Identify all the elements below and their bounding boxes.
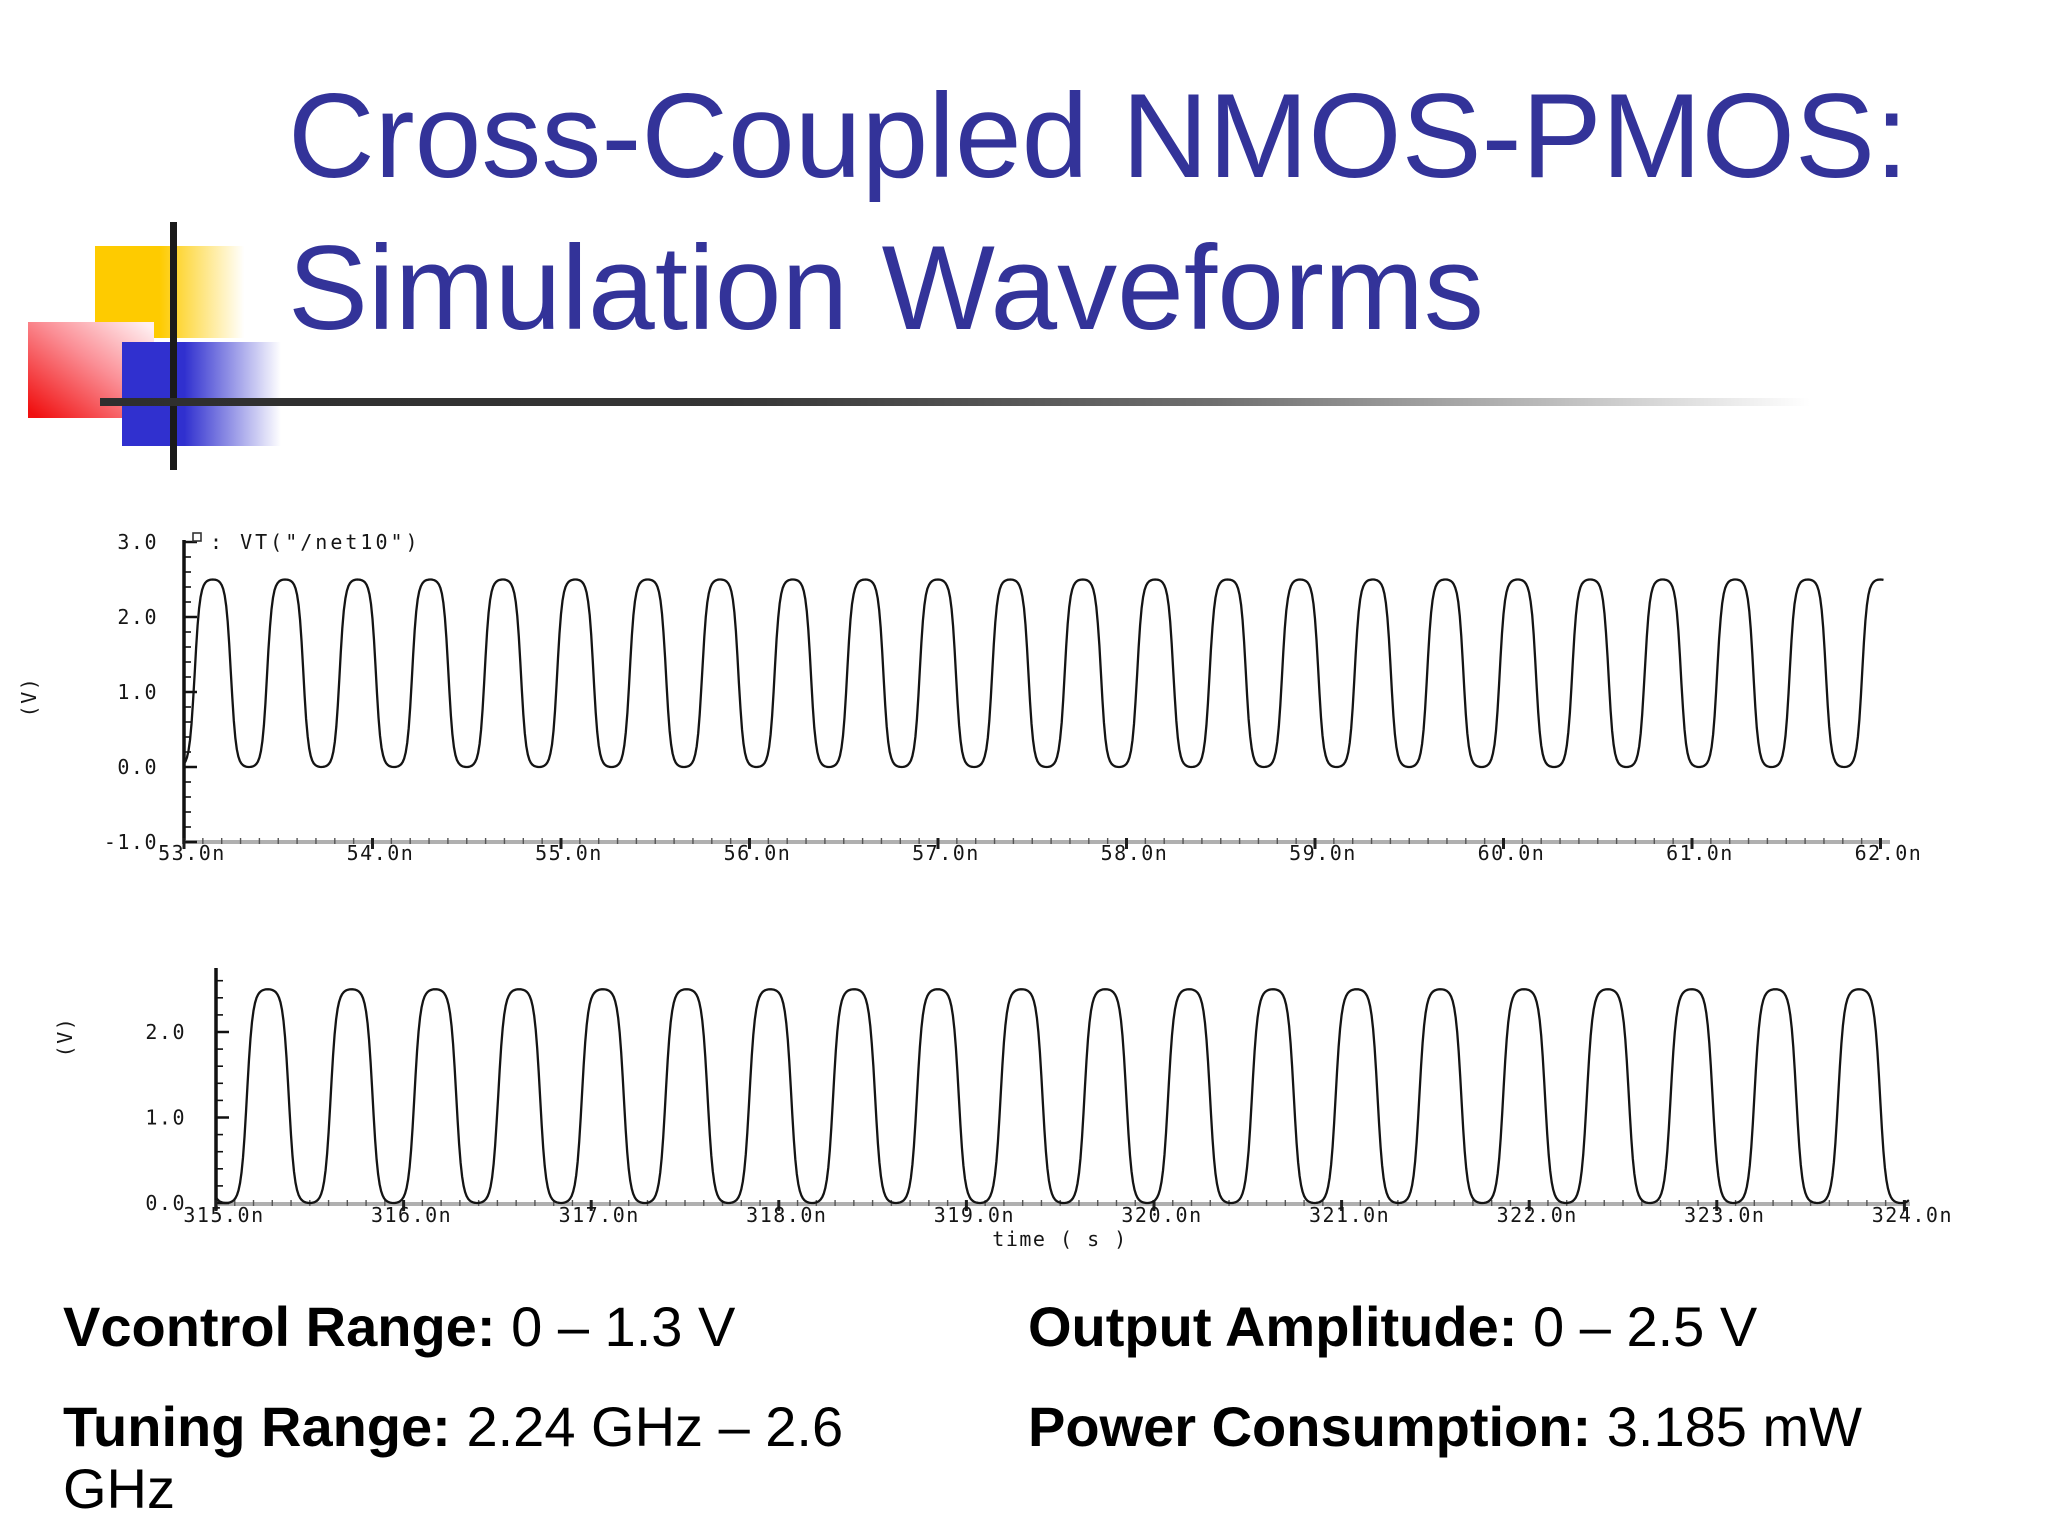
legend-label: : VT("/net10") bbox=[210, 530, 421, 554]
x-tick-label: 315.0n bbox=[183, 1203, 264, 1227]
deco-vertical-line bbox=[170, 222, 177, 470]
x-tick-label: 55.0n bbox=[535, 841, 603, 865]
x-tick-label: 56.0n bbox=[724, 841, 792, 865]
spec-value-vcontrol: 0 – 1.3 V bbox=[511, 1295, 736, 1358]
x-tick-label: 324.0n bbox=[1872, 1203, 1953, 1227]
y-tick-label: 1.0 bbox=[145, 1106, 186, 1130]
spec-value-output-amplitude: 0 – 2.5 V bbox=[1533, 1295, 1758, 1358]
x-tick-label: 318.0n bbox=[746, 1203, 827, 1227]
y-tick-label: 1.0 bbox=[117, 680, 158, 704]
y-tick-label: 0.0 bbox=[117, 755, 158, 779]
spec-value-tuning: 2.24 GHz – 2.6 GHz bbox=[63, 1395, 844, 1520]
spec-power-consumption: Power Consumption: 3.185 mW bbox=[1028, 1396, 2018, 1458]
y-axis-unit-label: (V) bbox=[53, 1017, 77, 1058]
x-tick-label: 61.0n bbox=[1666, 841, 1734, 865]
spec-label-tuning: Tuning Range: bbox=[63, 1395, 451, 1458]
x-tick-label: 319.0n bbox=[934, 1203, 1015, 1227]
y-tick-label: 2.0 bbox=[145, 1020, 186, 1044]
legend-marker-icon bbox=[192, 532, 202, 542]
y-tick-label: -1.0 bbox=[104, 830, 158, 854]
slide-title-line-2: Simulation Waveforms bbox=[288, 221, 1484, 355]
title-divider-rule bbox=[100, 398, 1900, 406]
spec-output-amplitude: Output Amplitude: 0 – 2.5 V bbox=[1028, 1296, 2008, 1358]
x-tick-label: 321.0n bbox=[1309, 1203, 1390, 1227]
x-tick-label: 316.0n bbox=[371, 1203, 452, 1227]
spec-label-power: Power Consumption: bbox=[1028, 1395, 1592, 1458]
slide-title: Cross-Coupled NMOS-PMOS: Simulation Wave… bbox=[288, 60, 2048, 364]
waveform-trace bbox=[215, 988, 1910, 1205]
x-tick-label: 320.0n bbox=[1121, 1203, 1202, 1227]
x-axis-title: time ( s ) bbox=[992, 1227, 1127, 1251]
x-tick-label: 323.0n bbox=[1684, 1203, 1765, 1227]
spec-label-output-amplitude: Output Amplitude: bbox=[1028, 1295, 1518, 1358]
spec-label-vcontrol: Vcontrol Range: bbox=[63, 1295, 496, 1358]
x-tick-label: 60.0n bbox=[1478, 841, 1546, 865]
y-axis-unit-label: (V) bbox=[17, 677, 41, 718]
slide-title-line-1: Cross-Coupled NMOS-PMOS: bbox=[288, 69, 1909, 203]
waveform-trace bbox=[183, 578, 1884, 769]
waveform-plot-1: 3.0 2.0 1.0 0.0 -1.0 53.0n 54.0n 55.0n 56.0n 57.0… bbox=[17, 530, 1923, 865]
deco-square-blue bbox=[122, 342, 286, 446]
x-tick-label: 54.0n bbox=[347, 841, 415, 865]
y-tick-label: 0.0 bbox=[145, 1191, 186, 1215]
x-tick-label: 58.0n bbox=[1101, 841, 1169, 865]
x-tick-label: 62.0n bbox=[1855, 841, 1923, 865]
spec-vcontrol-range: Vcontrol Range: 0 – 1.3 V bbox=[63, 1296, 963, 1358]
x-tick-label: 53.0n bbox=[158, 841, 226, 865]
x-tick-label: 317.0n bbox=[559, 1203, 640, 1227]
x-tick-label: 57.0n bbox=[912, 841, 980, 865]
spec-tuning-range: Tuning Range: 2.24 GHz – 2.6 GHz bbox=[63, 1396, 885, 1520]
y-tick-label: 2.0 bbox=[117, 605, 158, 629]
x-tick-label: 322.0n bbox=[1497, 1203, 1578, 1227]
y-tick-label: 3.0 bbox=[117, 530, 158, 554]
spec-value-power: 3.185 mW bbox=[1606, 1395, 1862, 1458]
x-tick-label: 59.0n bbox=[1289, 841, 1357, 865]
